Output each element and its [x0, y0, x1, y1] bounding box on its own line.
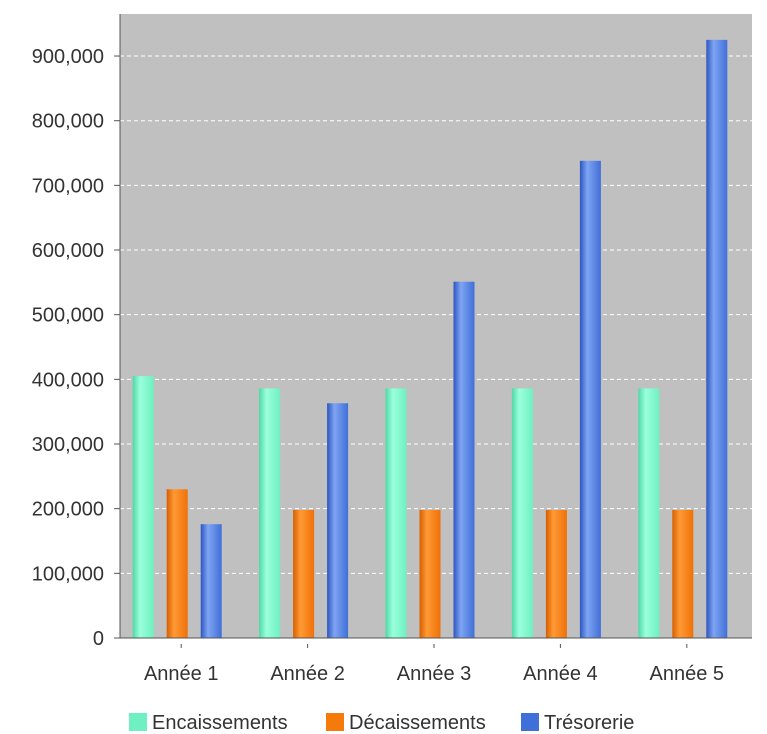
y-tick-label: 200,000	[32, 499, 104, 521]
legend: Encaissements Décaissements Trésorerie	[129, 712, 634, 734]
bar-trésorerie	[579, 160, 601, 638]
bar-encaissements	[385, 388, 407, 638]
bar-décaissements	[293, 509, 315, 638]
bar-décaissements	[545, 509, 567, 638]
y-tick-label: 400,000	[32, 369, 104, 391]
x-axis-ticks: Année 1 Année 2 Année 3 Année 4 Année 5	[144, 644, 724, 685]
bar-trésorerie	[453, 281, 475, 638]
x-tick-label: Année 5	[650, 663, 725, 685]
legend-label: Décaissements	[349, 712, 486, 734]
y-tick-label: 800,000	[32, 111, 104, 133]
legend-swatch	[129, 713, 147, 731]
bar-décaissements	[672, 509, 694, 638]
x-tick-label: Année 3	[397, 663, 472, 685]
legend-label: Trésorerie	[544, 712, 634, 734]
bar-encaissements	[638, 388, 660, 638]
bar-décaissements	[419, 509, 441, 638]
bar-décaissements	[166, 489, 188, 638]
bar-trésorerie	[706, 39, 728, 638]
y-axis-ticks: 0 100,000 200,000 300,000 400,000 500,000 600,…	[32, 46, 120, 650]
x-tick-label: Année 2	[270, 663, 345, 685]
bar-encaissements	[132, 376, 154, 638]
y-tick-label: 700,000	[32, 175, 104, 197]
legend-swatch	[521, 713, 539, 731]
gridlines	[120, 55, 752, 574]
y-tick-label: 300,000	[32, 434, 104, 456]
x-tick-label: Année 1	[144, 663, 219, 685]
legend-swatch	[326, 713, 344, 731]
bars	[132, 39, 728, 638]
x-tick-label: Année 4	[523, 663, 598, 685]
y-tick-label: 500,000	[32, 305, 104, 327]
y-tick-label: 900,000	[32, 46, 104, 68]
legend-label: Encaissements	[152, 712, 288, 734]
bar-encaissements	[511, 388, 533, 638]
y-tick-label: 600,000	[32, 240, 104, 262]
bar-trésorerie	[327, 403, 349, 638]
y-tick-label: 0	[93, 628, 104, 650]
bar-trésorerie	[200, 524, 222, 638]
bar-encaissements	[259, 388, 281, 638]
y-tick-label: 100,000	[32, 563, 104, 585]
